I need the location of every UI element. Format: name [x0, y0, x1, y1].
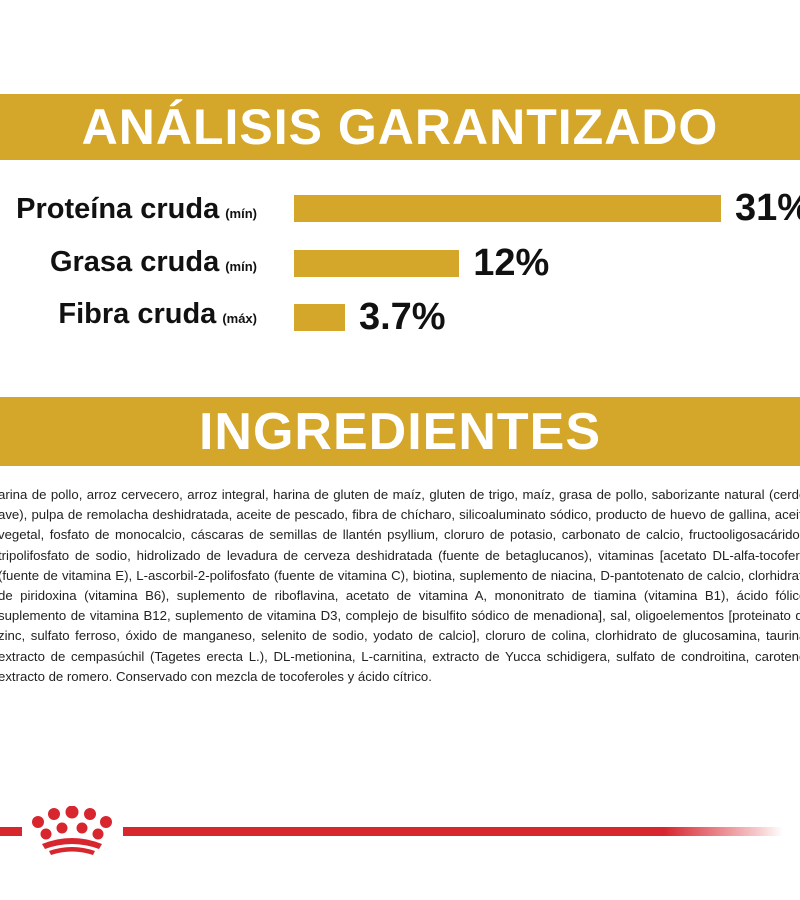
ingredients-banner: INGREDIENTES: [0, 397, 800, 466]
nutrient-bar-fiber: [294, 304, 345, 331]
analysis-title: ANÁLISIS GARANTIZADO: [81, 99, 719, 155]
nutrient-value-protein: 31%: [735, 187, 800, 229]
nutrient-value-fat: 12%: [473, 242, 550, 284]
nutrient-value-fiber: 3.7%: [358, 296, 446, 338]
ingredients-title: INGREDIENTES: [198, 402, 602, 461]
nutrient-name: Proteína cruda: [16, 193, 220, 225]
nutrient-qualifier: (mín): [225, 259, 257, 274]
footer-red-line-left: [0, 827, 22, 836]
analysis-banner: ANÁLISIS GARANTIZADO: [0, 94, 800, 160]
nutrient-label-fiber: Fibra cruda (máx): [58, 298, 257, 331]
nutrient-name: Fibra cruda: [58, 298, 217, 330]
footer-red-line-right: [123, 827, 783, 836]
nutrient-label-protein: Proteína cruda (mín): [16, 193, 257, 226]
nutrient-name: Grasa cruda: [49, 246, 220, 278]
nutrient-label-fat: Grasa cruda (mín): [50, 246, 257, 279]
nutrient-bar-protein: [294, 195, 721, 222]
nutrient-qualifier: (máx): [222, 311, 257, 326]
ingredients-text: arina de pollo, arroz cervecero, arroz i…: [0, 487, 800, 684]
nutrient-bar-fat: [294, 250, 460, 277]
royal-canin-crown-icon: [32, 806, 112, 855]
nutrient-qualifier: (mín): [225, 206, 257, 221]
